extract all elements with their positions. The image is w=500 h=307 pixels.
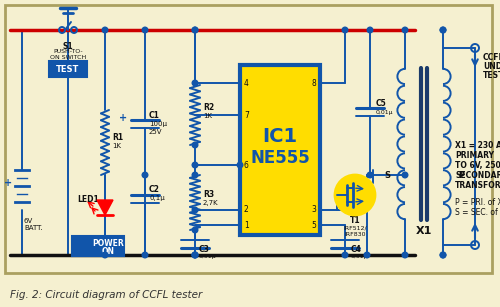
Circle shape — [192, 27, 198, 33]
Text: 0,1µ: 0,1µ — [149, 195, 165, 201]
Text: BATT.: BATT. — [24, 225, 43, 231]
FancyBboxPatch shape — [49, 61, 87, 77]
Text: +: + — [4, 178, 12, 188]
Circle shape — [192, 80, 198, 86]
Text: S1: S1 — [62, 42, 74, 51]
Text: 2,7K: 2,7K — [203, 200, 218, 206]
Text: 6V: 6V — [24, 218, 33, 224]
Circle shape — [192, 227, 198, 233]
Circle shape — [192, 252, 198, 258]
Text: 2: 2 — [244, 205, 249, 215]
Circle shape — [142, 252, 148, 258]
Text: R1: R1 — [112, 133, 123, 142]
Text: C5: C5 — [376, 99, 387, 108]
Text: IRF512/: IRF512/ — [343, 226, 367, 231]
Text: X1 = 230 AC: X1 = 230 AC — [455, 141, 500, 150]
Text: TRANSFORMER: TRANSFORMER — [455, 181, 500, 190]
Text: IC1: IC1 — [262, 126, 298, 146]
Text: C3: C3 — [199, 245, 210, 254]
Text: S = SEC. of X1: S = SEC. of X1 — [455, 208, 500, 217]
Text: P = PRI. of X1: P = PRI. of X1 — [455, 198, 500, 207]
Circle shape — [142, 27, 148, 33]
Text: +: + — [119, 113, 127, 123]
Text: 0,01µ: 0,01µ — [199, 254, 216, 259]
Text: 1K: 1K — [203, 113, 212, 119]
Text: T1: T1 — [350, 216, 360, 225]
Circle shape — [237, 162, 243, 168]
Circle shape — [192, 142, 198, 148]
FancyBboxPatch shape — [72, 236, 124, 256]
Circle shape — [192, 162, 198, 168]
Circle shape — [342, 27, 348, 33]
Circle shape — [192, 172, 198, 178]
Text: 4: 4 — [244, 79, 249, 87]
Circle shape — [192, 207, 198, 213]
Text: UNDER: UNDER — [483, 62, 500, 71]
Text: ON: ON — [102, 247, 114, 257]
Text: 1K: 1K — [112, 143, 121, 149]
FancyBboxPatch shape — [5, 5, 492, 273]
Circle shape — [102, 27, 108, 33]
Text: PUSH-TO-: PUSH-TO- — [53, 49, 83, 54]
Text: CCFL: CCFL — [483, 53, 500, 62]
Circle shape — [367, 172, 373, 178]
FancyBboxPatch shape — [240, 65, 320, 235]
Text: 6: 6 — [244, 161, 249, 169]
Text: ON SWITCH: ON SWITCH — [50, 55, 86, 60]
Circle shape — [102, 252, 108, 258]
Text: R2: R2 — [203, 103, 214, 112]
Text: IRF830: IRF830 — [344, 232, 366, 237]
Text: C1: C1 — [149, 111, 160, 120]
Circle shape — [142, 172, 148, 178]
Circle shape — [192, 252, 198, 258]
Text: TEST: TEST — [483, 71, 500, 80]
Circle shape — [364, 252, 370, 258]
Polygon shape — [97, 200, 113, 215]
Text: C2: C2 — [149, 185, 160, 194]
Text: Fig. 2: Circuit diagram of CCFL tester: Fig. 2: Circuit diagram of CCFL tester — [10, 290, 202, 300]
Circle shape — [342, 252, 348, 258]
Circle shape — [440, 27, 446, 33]
Text: 0,01µ: 0,01µ — [351, 254, 368, 259]
Circle shape — [335, 175, 375, 215]
Text: S: S — [384, 170, 390, 180]
Text: TEST: TEST — [56, 65, 80, 75]
Circle shape — [402, 172, 408, 178]
Circle shape — [402, 27, 408, 33]
Text: 8: 8 — [311, 79, 316, 87]
Text: POWER: POWER — [92, 239, 124, 248]
Circle shape — [192, 252, 198, 258]
Text: P: P — [458, 170, 464, 180]
Circle shape — [367, 27, 373, 33]
Text: LED1: LED1 — [77, 195, 99, 204]
Text: 5: 5 — [311, 220, 316, 230]
Text: PRIMARY: PRIMARY — [455, 151, 494, 160]
Text: X1: X1 — [416, 226, 432, 236]
Text: R3: R3 — [203, 190, 214, 199]
Text: SECONDARY: SECONDARY — [455, 171, 500, 180]
Circle shape — [440, 252, 446, 258]
Text: 1: 1 — [244, 220, 249, 230]
Text: 7: 7 — [244, 111, 249, 119]
Text: 0,01µ: 0,01µ — [376, 110, 394, 115]
Text: C4: C4 — [351, 245, 362, 254]
Text: TO 6V, 250mA: TO 6V, 250mA — [455, 161, 500, 170]
Circle shape — [440, 27, 446, 33]
Circle shape — [440, 252, 446, 258]
Text: 25V: 25V — [149, 129, 162, 135]
Text: 100µ: 100µ — [149, 121, 167, 127]
Text: NE555: NE555 — [250, 149, 310, 167]
Circle shape — [192, 27, 198, 33]
Text: 3: 3 — [311, 205, 316, 215]
Circle shape — [402, 252, 408, 258]
